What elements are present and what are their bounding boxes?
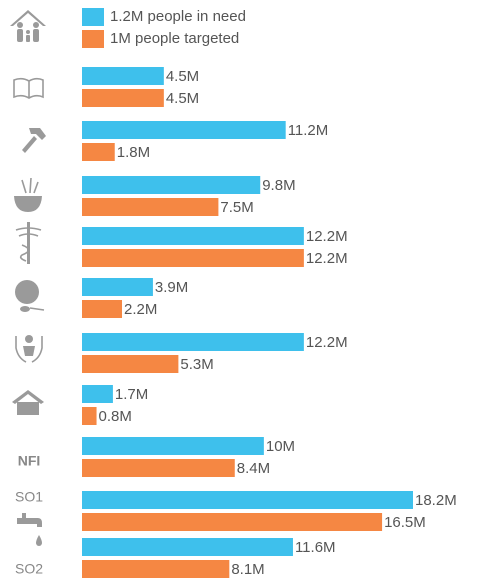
value-label: 9.8M (262, 177, 295, 194)
legend-swatch (82, 8, 104, 26)
value-label: 16.5M (384, 514, 426, 531)
bar (82, 143, 115, 161)
value-label: 11.2M (288, 122, 329, 139)
icon-food (14, 177, 42, 212)
icon-protection (15, 335, 43, 363)
bar (82, 407, 97, 425)
value-label: 2.2M (124, 301, 157, 318)
bar (82, 333, 304, 351)
bar (82, 355, 179, 373)
icon-family (10, 10, 46, 42)
value-label: 0.8M (99, 408, 132, 425)
bar (82, 300, 123, 318)
legend-label: 1M people targeted (110, 30, 239, 47)
category-label: NFI (18, 453, 41, 469)
bar (82, 67, 164, 85)
icon-hammer (22, 128, 46, 153)
bar (82, 459, 235, 477)
value-label: 4.5M (166, 90, 199, 107)
value-label: 12.2M (306, 334, 348, 351)
icon-health (15, 222, 42, 264)
value-label: 1.8M (117, 144, 150, 161)
bar (82, 491, 413, 509)
value-label: 18.2M (415, 492, 457, 509)
bar (82, 385, 113, 403)
legend-swatch (82, 30, 104, 48)
value-label: 8.1M (231, 561, 264, 578)
bar (82, 249, 304, 267)
bar (82, 227, 304, 245)
icon-education (13, 77, 44, 99)
bar (82, 198, 219, 216)
category-label: SO1 (15, 489, 43, 505)
bar (82, 176, 261, 194)
value-label: 8.4M (237, 460, 270, 477)
bar (82, 560, 230, 578)
value-label: 3.9M (155, 279, 188, 296)
bar (82, 538, 293, 556)
bar (82, 437, 264, 455)
value-label: 4.5M (166, 68, 199, 85)
icon-nutrition (15, 280, 45, 312)
value-label: 12.2M (306, 250, 348, 267)
value-label: 10M (266, 438, 295, 455)
value-label: 7.5M (220, 199, 253, 216)
legend-label: 1.2M people in need (110, 8, 246, 25)
icon-water (17, 513, 42, 546)
icon-shelter (12, 390, 44, 415)
bar (82, 278, 153, 296)
bar (82, 121, 286, 139)
value-label: 12.2M (306, 228, 348, 245)
bar (82, 513, 383, 531)
bar (82, 89, 164, 107)
category-label: SO2 (15, 561, 43, 577)
value-label: 5.3M (180, 356, 213, 373)
value-label: 11.6M (295, 539, 336, 556)
value-label: 1.7M (115, 386, 148, 403)
